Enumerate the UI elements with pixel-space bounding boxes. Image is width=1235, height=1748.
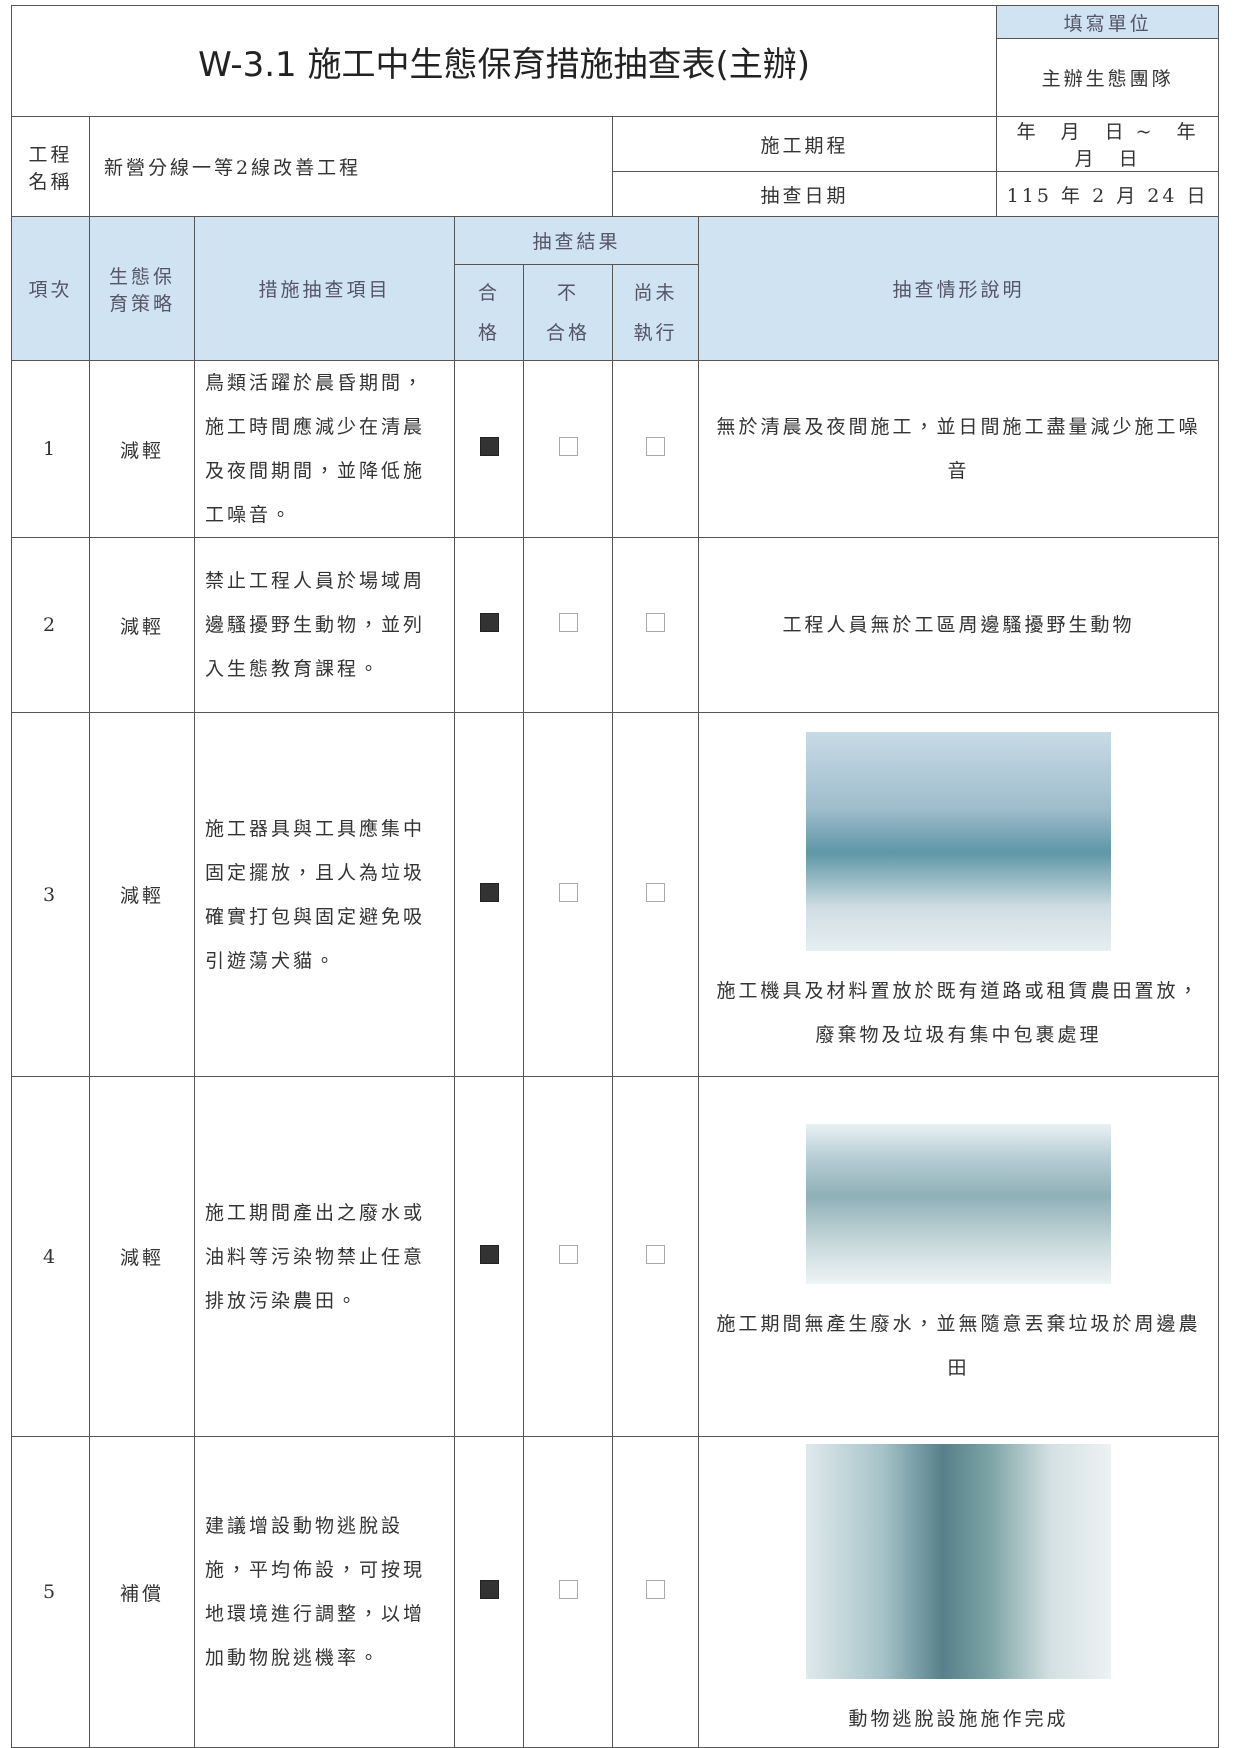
check-cell <box>612 1076 699 1437</box>
check-cell <box>454 1436 524 1748</box>
note-cell: 施工機具及材料置放於既有道路或租賃農田置放，廢棄物及垃圾有集中包裹處理 <box>697 712 1220 1077</box>
check-cell <box>523 712 613 1077</box>
checkbox <box>558 613 578 632</box>
row-strategy: 減輕 <box>89 360 195 538</box>
checkbox <box>558 1244 578 1264</box>
row-note: 施工機具及材料置放於既有道路或租賃農田置放，廢棄物及垃圾有集中包裹處理 <box>716 980 1201 1046</box>
col-pending: 尚未 執行 <box>612 264 699 361</box>
row: 4 減輕 施工期間產出之廢水或油料等污染物禁止任意排放污染農田。施工期間無產生廢水，… <box>11 1076 1220 1437</box>
row-note: 施工期間無產生廢水，並無隨意丟棄垃圾於周邊農田 <box>716 1312 1201 1379</box>
row-item: 施工期間產出之廢水或油料等污染物禁止任意排放污染農田。 <box>194 1076 455 1437</box>
row-item: 禁止工程人員於場域周邊騷擾野生動物，並列入生態教育課程。 <box>194 537 455 713</box>
unit: 主辦生態團隊 <box>996 38 1220 117</box>
checkbox <box>479 1580 499 1599</box>
period: 年 月 日 ~ 年 月 日 <box>996 116 1220 172</box>
check-cell <box>612 537 699 713</box>
site-photo <box>806 732 1112 951</box>
check-cell <box>454 712 524 1077</box>
period-label: 施工期程 <box>611 116 998 172</box>
check-cell <box>454 1076 524 1437</box>
form-title: W-3.1 施工中生態保育措施抽查表(主辦) <box>10 5 998 117</box>
note-cell: 工程人員無於工區周邊騷擾野生動物 <box>697 537 1220 713</box>
row: 3 減輕 施工器具與工具應集中固定擺放，且人為垃圾確實打包與固定避免吸引遊蕩犬貓。施… <box>11 712 1220 1077</box>
check-cell <box>523 1076 613 1437</box>
col-fail: 不 合格 <box>523 264 613 361</box>
row-strategy: 補償 <box>89 1436 195 1748</box>
check-cell <box>523 537 613 713</box>
checkbox <box>479 882 499 902</box>
note-cell: 動物逃脫設施施作完成 <box>697 1436 1220 1748</box>
checkbox <box>479 1244 499 1264</box>
row-strategy: 減輕 <box>89 712 195 1077</box>
row-note: 動物逃脫設施施作完成 <box>848 1707 1069 1730</box>
unit-label: 填寫單位 <box>996 5 1220 39</box>
check-cell <box>612 360 699 538</box>
col-result: 抽查結果 <box>454 216 699 265</box>
row-item: 建議增設動物逃脫設施，平均佈設，可按現地環境進行調整，以增加動物脫逃機率。 <box>194 1436 455 1748</box>
checkbox <box>646 613 665 632</box>
check-cell <box>523 360 613 538</box>
check-cell <box>612 1436 699 1748</box>
row: 2 減輕 禁止工程人員於場域周邊騷擾野生動物，並列入生態教育課程。 工程人員無於工區周… <box>11 537 1220 713</box>
checkbox <box>558 1580 578 1599</box>
col-strategy: 生態保 育策略 <box>89 216 195 361</box>
date: 115 年 2 月 24 日 <box>996 171 1220 217</box>
site-photo <box>806 1443 1112 1679</box>
note-cell: 無於清晨及夜間施工，並日間施工盡量減少施工噪音 <box>697 360 1220 538</box>
checkbox <box>646 1580 665 1599</box>
row-note: 工程人員無於工區周邊騷擾野生動物 <box>782 614 1135 636</box>
row: 5 補償 建議增設動物逃脫設施，平均佈設，可按現地環境進行調整，以增加動物脫逃機率。… <box>11 1436 1220 1748</box>
row-note: 無於清晨及夜間施工，並日間施工盡量減少施工噪音 <box>716 416 1201 482</box>
date-label: 抽查日期 <box>611 171 998 217</box>
check-cell <box>454 360 524 538</box>
row-strategy: 減輕 <box>89 1076 195 1437</box>
row-no: 5 <box>11 1436 90 1748</box>
checkbox <box>646 1244 665 1264</box>
checkbox <box>479 437 499 456</box>
checkbox <box>479 613 499 632</box>
col-pass: 合 格 <box>454 264 524 361</box>
project-name: 新營分線一等2線改善工程 <box>89 116 613 217</box>
row-no: 4 <box>11 1076 90 1437</box>
site-photo <box>806 1123 1112 1284</box>
col-no: 項次 <box>11 216 90 361</box>
checkbox <box>558 882 578 902</box>
row-item: 鳥類活躍於晨昏期間，施工時間應減少在清晨及夜間期間，並降低施工噪音。 <box>194 360 455 538</box>
checkbox <box>646 882 665 902</box>
name-label: 工程 名稱 <box>11 116 90 217</box>
col-item: 措施抽查項目 <box>194 216 455 361</box>
row-no: 2 <box>11 537 90 713</box>
note-cell: 施工期間無產生廢水，並無隨意丟棄垃圾於周邊農田 <box>697 1076 1220 1437</box>
check-cell <box>612 712 699 1077</box>
checkbox <box>558 437 578 456</box>
row-item: 施工器具與工具應集中固定擺放，且人為垃圾確實打包與固定避免吸引遊蕩犬貓。 <box>194 712 455 1077</box>
row-strategy: 減輕 <box>89 537 195 713</box>
row: 1 減輕 鳥類活躍於晨昏期間，施工時間應減少在清晨及夜間期間，並降低施工噪音。 無於清… <box>11 360 1220 538</box>
row-no: 1 <box>11 360 90 538</box>
row-no: 3 <box>11 712 90 1077</box>
checkbox <box>646 437 665 456</box>
check-cell <box>454 537 524 713</box>
rows: 1 減輕 鳥類活躍於晨昏期間，施工時間應減少在清晨及夜間期間，並降低施工噪音。 無於清… <box>11 360 1220 1748</box>
inspection-form: W-3.1 施工中生態保育措施抽查表(主辦) 填寫單位 主辦生態團隊 工程 名稱… <box>10 5 1220 1748</box>
check-cell <box>523 1436 613 1748</box>
col-note: 抽查情形說明 <box>697 216 1220 361</box>
